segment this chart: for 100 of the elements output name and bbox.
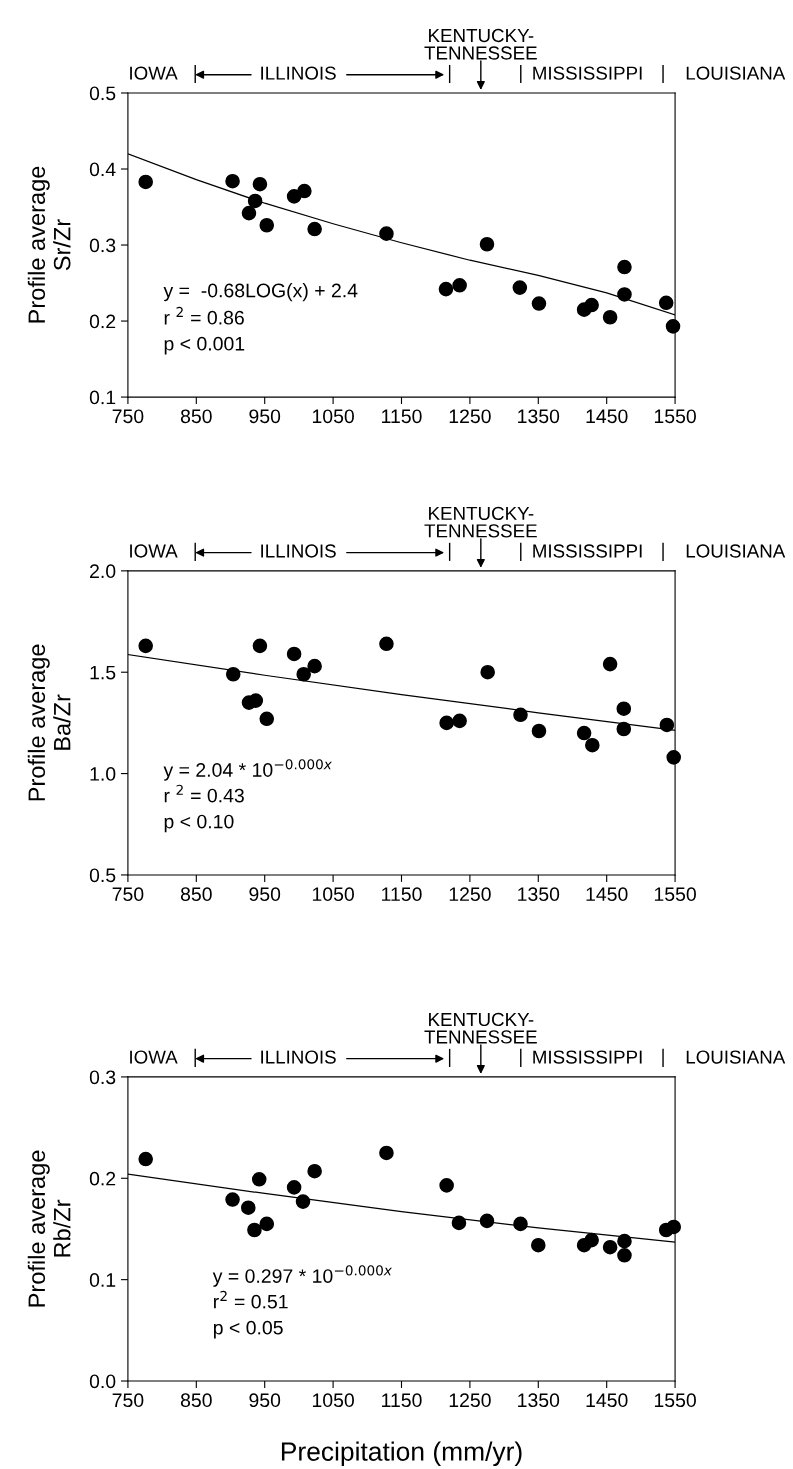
- point: [247, 193, 263, 209]
- point: [251, 1172, 267, 1187]
- text: MISSISSIPPI: [533, 66, 642, 80]
- x-tick-label: 1450: [586, 409, 628, 424]
- y-tick-label: 0.3: [89, 238, 116, 253]
- text: IOWA: [130, 1050, 178, 1064]
- x-tick-label: 750: [112, 1393, 144, 1408]
- y-tick-label: 0.1: [89, 1273, 116, 1287]
- x-tick-label: 1050: [312, 887, 354, 902]
- text: MISSISSIPPI: [533, 544, 642, 558]
- point: [451, 1215, 467, 1231]
- x-tick-label: 1450: [586, 1393, 628, 1408]
- point: [452, 278, 467, 293]
- y-axis-title: Profile average Rb/Zr: [27, 1150, 71, 1307]
- annotation: p < 0.05: [213, 1320, 283, 1339]
- point: [616, 721, 632, 737]
- annotation: y = 2.04 * 10$^{−0.000x}$: [163, 759, 332, 781]
- x-tick-label: 850: [180, 409, 212, 424]
- point: [225, 666, 241, 682]
- x-tick-label: 750: [112, 887, 144, 902]
- text: MISSISSIPPI: [533, 1050, 642, 1064]
- annotation: r$^{2}$ = 0.51: [214, 1290, 288, 1309]
- y-axis-title: Profile average Ba/Zr: [27, 644, 71, 801]
- point: [225, 173, 240, 189]
- point: [379, 1145, 394, 1161]
- point: [259, 217, 275, 233]
- x-tick-label: 1550: [654, 887, 696, 902]
- x-tick-label: 950: [249, 1393, 281, 1408]
- text: ILLINOIS: [261, 544, 336, 558]
- point: [241, 1200, 256, 1215]
- point: [585, 737, 600, 753]
- point: [531, 1237, 546, 1253]
- y-tick-label: 0.2: [89, 314, 116, 329]
- x-tick-label: 850: [180, 887, 212, 902]
- point: [252, 176, 268, 192]
- point: [286, 189, 302, 204]
- text: KENTUCKY- TENNESSEE: [424, 1012, 537, 1044]
- point: [307, 221, 322, 237]
- x-axis-title: Precipitation (mm/yr): [281, 1441, 522, 1467]
- point: [512, 280, 528, 295]
- point: [307, 1163, 322, 1179]
- point: [666, 750, 681, 765]
- x-tick-label: 1050: [312, 409, 354, 424]
- x-tick-label: 950: [249, 409, 281, 424]
- annotation: r $^{2}$ = 0.86: [164, 306, 244, 325]
- point: [513, 1216, 528, 1232]
- y-tick-label: 0.5: [89, 86, 116, 101]
- y-tick-label: 1.0: [90, 767, 116, 781]
- y-tick-label: 1.5: [90, 665, 116, 680]
- y-tick-label: 0.5: [89, 868, 116, 883]
- point: [439, 1178, 454, 1193]
- point: [138, 174, 153, 190]
- point: [617, 259, 632, 275]
- point: [307, 658, 322, 674]
- point: [659, 717, 675, 733]
- point: [286, 646, 302, 662]
- point: [480, 664, 495, 680]
- point: [513, 707, 528, 723]
- x-tick-label: 1250: [449, 1393, 491, 1408]
- point: [576, 725, 592, 741]
- x-tick-label: 1250: [449, 887, 491, 902]
- point: [379, 636, 394, 652]
- x-tick-label: 950: [249, 887, 281, 902]
- point: [439, 715, 454, 731]
- y-tick-label: 0.2: [89, 1171, 116, 1186]
- point: [438, 281, 454, 297]
- y-tick-label: 2.0: [90, 564, 116, 579]
- point: [584, 1232, 599, 1248]
- point: [241, 205, 257, 221]
- annotation: p < 0.001: [164, 336, 245, 355]
- x-tick-label: 1550: [654, 409, 696, 424]
- text: LOUISIANA: [686, 66, 786, 80]
- point: [297, 183, 312, 199]
- annotation: y = 0.297 * 10$^{−0.000x}$: [212, 1265, 392, 1287]
- point: [379, 226, 394, 241]
- x-tick-label: 750: [112, 409, 144, 424]
- x-tick-label: 1150: [382, 1393, 422, 1408]
- text: IOWA: [130, 544, 178, 558]
- point: [138, 638, 153, 654]
- text: ILLINOIS: [261, 1050, 336, 1064]
- point: [259, 711, 275, 727]
- point: [665, 319, 681, 334]
- y-tick-label: 0.0: [89, 1374, 116, 1389]
- point: [666, 1219, 681, 1235]
- x-tick-label: 1150: [382, 409, 422, 424]
- point: [479, 1213, 495, 1229]
- x-tick-label: 1350: [518, 887, 560, 902]
- point: [616, 701, 632, 716]
- point: [295, 1194, 311, 1209]
- x-tick-label: 1250: [449, 409, 491, 424]
- point: [259, 1216, 275, 1232]
- point: [225, 1192, 240, 1207]
- y-tick-label: 0.1: [89, 390, 116, 405]
- x-tick-label: 1350: [518, 1393, 560, 1408]
- point: [531, 723, 547, 739]
- x-tick-label: 1550: [654, 1393, 696, 1408]
- point: [602, 1239, 618, 1255]
- point: [248, 693, 264, 708]
- annotation: r $^{2}$ = 0.43: [164, 784, 244, 803]
- y-axis-title: Profile average Sr/Zr: [27, 166, 71, 323]
